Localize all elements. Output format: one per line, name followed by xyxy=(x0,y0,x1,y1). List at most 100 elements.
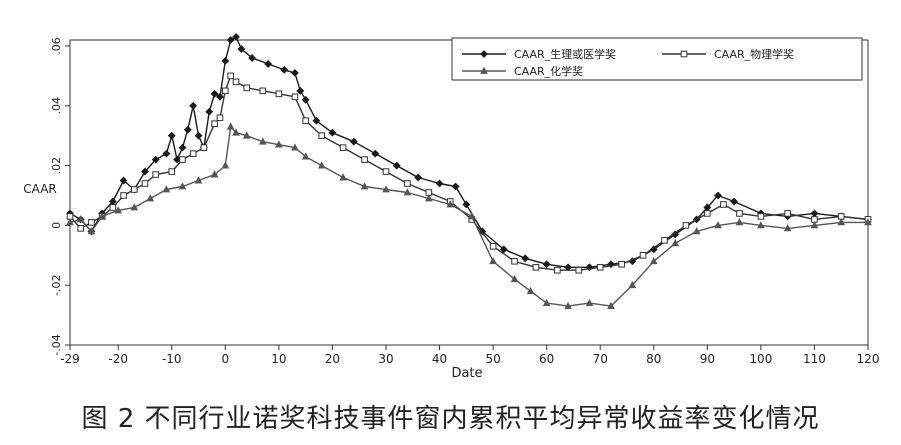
x-tick-label: 30 xyxy=(378,352,393,366)
y-tick-label: -.04 xyxy=(50,334,63,355)
data-point xyxy=(564,263,572,272)
data-point xyxy=(864,218,872,226)
data-point xyxy=(489,243,497,250)
data-point xyxy=(178,182,187,190)
data-point xyxy=(226,122,235,130)
data-point xyxy=(585,298,594,307)
data-point xyxy=(339,173,347,181)
data-point xyxy=(280,65,289,74)
data-point xyxy=(152,171,159,178)
data-point xyxy=(435,179,444,188)
legend-marker xyxy=(680,50,688,58)
data-point xyxy=(511,257,518,265)
data-point xyxy=(151,155,160,164)
data-point xyxy=(232,78,240,86)
data-point xyxy=(649,245,658,254)
series-3 xyxy=(66,122,872,310)
y-axis-label: CAAR xyxy=(23,182,56,196)
data-point xyxy=(403,188,412,196)
data-point xyxy=(237,45,246,53)
data-point xyxy=(77,225,85,232)
data-point xyxy=(264,60,273,68)
x-tick-label: 110 xyxy=(803,352,826,366)
data-point xyxy=(714,221,722,229)
data-point xyxy=(489,257,497,265)
data-point xyxy=(607,301,615,310)
data-point xyxy=(446,200,455,208)
data-point xyxy=(810,209,819,218)
x-tick-label: 70 xyxy=(593,352,608,366)
data-point xyxy=(141,180,149,187)
data-point xyxy=(200,144,208,151)
x-tick-label: 100 xyxy=(749,352,772,366)
data-point xyxy=(704,210,711,217)
data-point xyxy=(671,230,680,239)
data-point xyxy=(301,152,310,160)
data-point xyxy=(783,224,792,232)
data-point xyxy=(189,101,198,110)
data-point xyxy=(720,201,727,208)
data-point xyxy=(382,168,390,175)
data-point xyxy=(221,161,230,169)
data-point xyxy=(119,176,128,185)
data-point xyxy=(714,191,722,200)
data-point xyxy=(607,260,615,269)
series-layer xyxy=(66,33,872,310)
data-point xyxy=(130,203,139,211)
data-point xyxy=(162,149,171,158)
data-point xyxy=(784,210,791,217)
data-point xyxy=(178,143,187,152)
data-point xyxy=(371,149,380,158)
data-point xyxy=(649,257,658,265)
data-point xyxy=(296,86,305,95)
data-point xyxy=(361,156,368,163)
data-point xyxy=(232,128,240,136)
data-point xyxy=(360,182,369,190)
data-point xyxy=(424,194,433,202)
data-point xyxy=(226,36,235,44)
data-point xyxy=(639,251,647,259)
legend-label: CAAR_物理学奖 xyxy=(714,47,794,61)
data-point xyxy=(349,137,358,146)
legend-entry: CAAR_化学奖 xyxy=(462,64,583,78)
data-point xyxy=(210,170,219,178)
plot-frame xyxy=(69,39,869,346)
data-point xyxy=(521,254,530,263)
data-point xyxy=(114,206,123,214)
x-tick-label: 20 xyxy=(325,352,340,366)
data-point xyxy=(692,227,701,235)
data-point xyxy=(596,263,604,271)
data-point xyxy=(210,89,219,98)
data-point xyxy=(243,84,251,92)
data-point xyxy=(730,197,739,206)
data-point xyxy=(291,68,299,77)
y-tick-label: -.02 xyxy=(50,274,63,295)
x-tick-label: 80 xyxy=(646,352,661,366)
data-point xyxy=(167,131,176,140)
y-tick-label: .04 xyxy=(50,97,63,115)
data-point xyxy=(414,173,423,182)
data-point xyxy=(328,128,337,137)
x-tick-label: 60 xyxy=(539,352,554,366)
x-tick-label: -29 xyxy=(60,352,80,366)
data-point xyxy=(162,185,171,193)
data-point xyxy=(109,204,117,211)
data-point xyxy=(301,95,310,104)
data-point xyxy=(275,90,283,98)
data-point xyxy=(810,221,819,229)
data-point xyxy=(189,150,197,157)
data-point xyxy=(542,260,551,269)
data-point xyxy=(211,120,218,128)
legend-marker xyxy=(480,66,488,74)
data-point xyxy=(222,87,229,95)
x-tick-label: -20 xyxy=(108,352,128,366)
data-point xyxy=(87,227,96,235)
data-point xyxy=(542,298,551,307)
legend-entry: CAAR_物理学奖 xyxy=(662,47,794,61)
data-point xyxy=(141,167,149,176)
y-tick-label: .06 xyxy=(50,37,63,55)
data-point xyxy=(339,144,347,151)
data-point xyxy=(221,57,230,65)
data-point xyxy=(258,137,267,145)
axes: -29 -20 -10 0 10 20 30 40 50 60 70 80 90 100 110 120 -.0… xyxy=(50,37,879,366)
